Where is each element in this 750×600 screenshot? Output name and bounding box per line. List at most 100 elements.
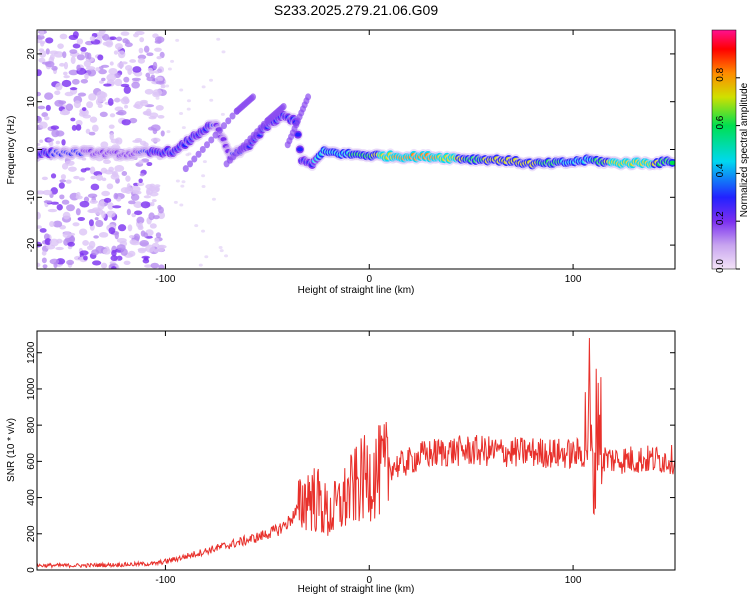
noise-blob [59,194,65,200]
noise-blob [109,132,114,141]
noise-blob [173,200,178,204]
noise-blob [37,262,41,268]
noise-blob [110,173,120,180]
noise-blob [85,66,96,71]
noise-blob [152,89,163,96]
noise-blob [95,32,105,37]
noise-blob [76,64,81,71]
noise-blob [107,202,114,210]
noise-blob [201,85,206,89]
colorbar-tick-label: 0.8 [715,67,726,81]
figure-title: S233.2025.279.21.06.G09 [274,2,438,18]
noise-blob [52,220,63,228]
noise-blob [50,173,57,179]
ridge-core [294,132,301,137]
noise-blob [167,67,172,71]
noise-blob [142,110,152,116]
noise-blob [77,216,85,221]
noise-blob [39,50,47,58]
streak-blob [199,146,206,153]
noise-blob [54,90,61,96]
colorbar-label: Normalized spectral amplitude [739,82,750,217]
noise-blob [43,200,53,204]
noise-blob [44,238,52,246]
noise-blob [101,190,111,197]
noise-blob [92,260,102,266]
noise-blob [55,140,61,145]
noise-blob [151,199,157,203]
noise-blob [100,262,108,269]
noise-blob [121,119,131,126]
noise-blob [219,249,224,253]
noise-blob [117,224,127,232]
noise-blob [144,88,154,95]
noise-blob [72,31,79,39]
noise-blob [72,43,81,49]
noise-blob [216,37,221,41]
streak-blob [195,150,202,158]
noise-blob [93,235,99,239]
noise-blob [82,239,90,246]
spec-xtick-label: 100 [565,274,582,285]
noise-blob [103,83,112,87]
streak-blob [250,93,257,101]
noise-blob [120,83,130,88]
noise-blob [202,160,207,164]
noise-blob [83,60,92,68]
snr-ytick-label: 600 [26,453,37,470]
noise-blob [117,62,125,69]
spectrogram-marks [37,30,675,269]
noise-blob [45,104,51,112]
noise-blob [76,54,85,61]
noise-blob [175,179,180,183]
streak-blob [280,102,287,110]
noise-blob [80,51,87,55]
noise-blob [41,257,47,264]
noise-blob [45,48,50,55]
noise-blob [114,43,123,50]
noise-blob [61,139,66,146]
noise-blob [86,101,94,109]
noise-blob [70,117,76,122]
noise-blob [194,224,199,228]
noise-blob [152,128,158,135]
noise-blob [136,216,145,224]
noise-blob [179,203,184,207]
noise-blob [65,103,74,111]
noise-blob [37,91,42,97]
noise-blob [94,217,99,221]
noise-blob [124,104,129,109]
snr-series-line [37,337,675,570]
noise-blob [112,205,122,209]
noise-blob [71,78,80,85]
noise-blob [138,47,144,54]
noise-blob [157,114,165,119]
noise-blob [180,184,185,188]
ridge-core [296,147,303,152]
noise-blob [103,197,112,203]
noise-blob [158,264,165,269]
noise-blob [152,61,158,70]
noise-blob [201,174,206,178]
noise-blob [146,76,155,82]
noise-blob [201,185,206,189]
spec-xtick-label: -100 [155,274,175,285]
noise-blob [42,189,53,196]
noise-blob [154,47,162,52]
noise-blob [62,51,67,59]
snr-ytick-label: 1200 [26,341,37,364]
spec-ytick-label: 10 [26,96,37,108]
noise-blob [39,228,47,233]
noise-blob [39,139,44,143]
noise-blob [110,138,120,144]
noise-blob [95,174,103,181]
noise-blob [181,180,186,184]
noise-blob [89,116,98,123]
noise-blob [66,204,75,212]
noise-blob [90,175,97,180]
noise-blob [145,244,155,253]
noise-blob [77,92,87,97]
noise-blob [155,96,160,100]
colorbar-tick-label: 0.4 [715,163,726,177]
